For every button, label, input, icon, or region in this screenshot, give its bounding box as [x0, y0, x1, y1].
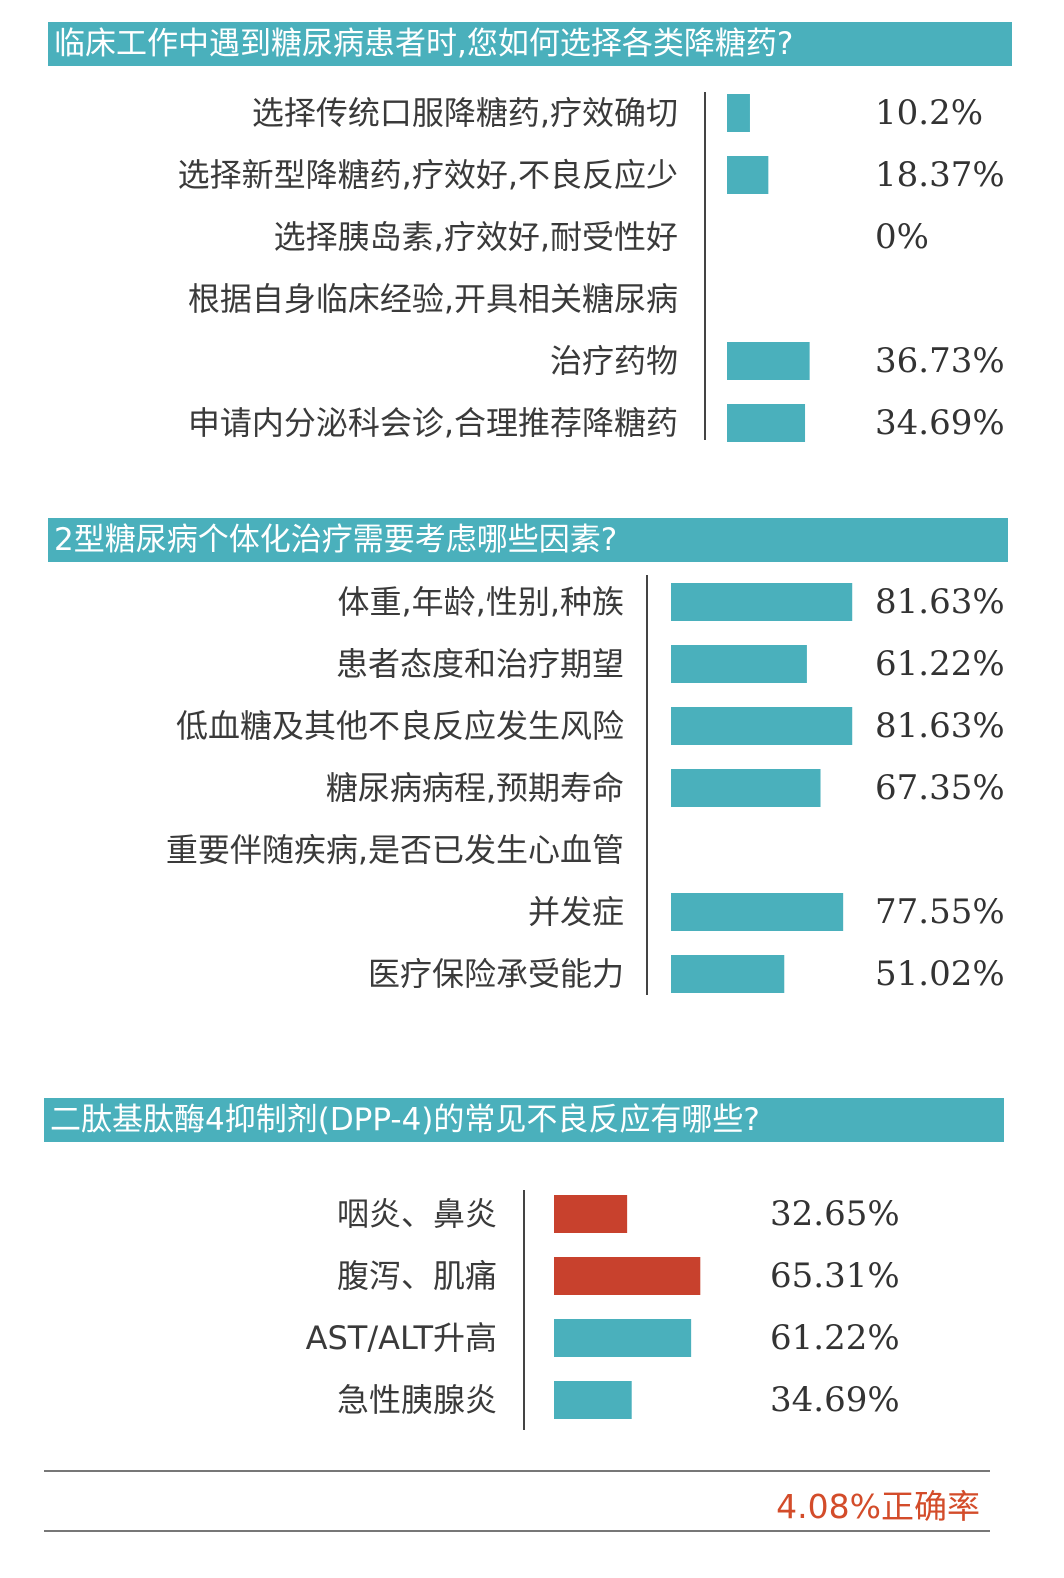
chart1-value-label: 36.73% — [875, 341, 1005, 381]
chart1-value-label: 0% — [875, 217, 929, 257]
chart3-title: 二肽基肽酶4抑制剂(DPP-4)的常见不良反应有哪些? — [44, 1098, 1004, 1142]
chart3-bar — [554, 1195, 628, 1233]
chart1-category-label: 选择新型降糖药,疗效好,不良反应少 — [178, 156, 678, 194]
chart2-category-label: 糖尿病病程,预期寿命 — [326, 769, 624, 807]
chart1-bar — [727, 342, 810, 380]
chart2-value-label: 77.55% — [875, 892, 1005, 932]
chart1-bar — [727, 94, 750, 132]
footer-rule-top — [44, 1470, 990, 1472]
chart3-category-label: 咽炎、鼻炎 — [337, 1195, 497, 1233]
chart2-value-label: 61.22% — [875, 644, 1005, 684]
chart1-category-label: 选择胰岛素,疗效好,耐受性好 — [274, 218, 678, 256]
chart2-bar — [671, 645, 807, 683]
chart1-category-label: 申请内分泌科会诊,合理推荐降糖药 — [188, 404, 678, 442]
chart3-bar — [554, 1257, 701, 1295]
chart2-category-label: 医疗保险承受能力 — [368, 955, 624, 993]
chart3-value-label: 32.65% — [770, 1194, 900, 1234]
chart2-bar — [671, 707, 853, 745]
chart2-value-label: 51.02% — [875, 954, 1005, 994]
chart1-bar — [727, 156, 769, 194]
chart1-value-label: 18.37% — [875, 155, 1005, 195]
chart1-category-label: 根据自身临床经验,开具相关糖尿病 — [188, 280, 678, 318]
chart1-value-label: 34.69% — [875, 403, 1005, 443]
chart2-bar — [671, 769, 821, 807]
chart2-category-label: 低血糖及其他不良反应发生风险 — [176, 707, 624, 745]
chart1-bar — [727, 404, 806, 442]
chart2-bar — [671, 955, 785, 993]
chart3-value-label: 61.22% — [770, 1318, 900, 1358]
chart1-value-label: 10.2% — [875, 93, 983, 133]
chart3-category-label: 急性胰腺炎 — [337, 1381, 497, 1419]
chart3-bar — [554, 1381, 632, 1419]
correct-rate-text: 4.08%正确率 — [776, 1487, 980, 1526]
chart2-category-label: 患者态度和治疗期望 — [336, 645, 624, 683]
chart1-category-label: 治疗药物 — [550, 342, 678, 380]
chart2-category-label: 并发症 — [528, 893, 624, 931]
chart3-category-label: AST/ALT升高 — [306, 1319, 497, 1357]
chart3-category-label: 腹泻、肌痛 — [337, 1257, 497, 1295]
chart2-category-label: 重要伴随疾病,是否已发生心血管 — [166, 831, 624, 869]
chart2-bar — [671, 893, 844, 931]
chart3-bar — [554, 1319, 692, 1357]
chart2-value-label: 81.63% — [875, 706, 1005, 746]
chart2-title: 2型糖尿病个体化治疗需要考虑哪些因素? — [48, 518, 1008, 562]
footer-rule-bottom — [44, 1530, 990, 1532]
chart3-value-label: 34.69% — [770, 1380, 900, 1420]
chart1-category-label: 选择传统口服降糖药,疗效确切 — [252, 94, 678, 132]
chart2-bar — [671, 583, 853, 621]
chart1-title: 临床工作中遇到糖尿病患者时,您如何选择各类降糖药? — [48, 22, 1012, 66]
chart2-value-label: 67.35% — [875, 768, 1005, 808]
chart3-value-label: 65.31% — [770, 1256, 900, 1296]
chart2-category-label: 体重,年龄,性别,种族 — [337, 583, 624, 621]
chart2-value-label: 81.63% — [875, 582, 1005, 622]
